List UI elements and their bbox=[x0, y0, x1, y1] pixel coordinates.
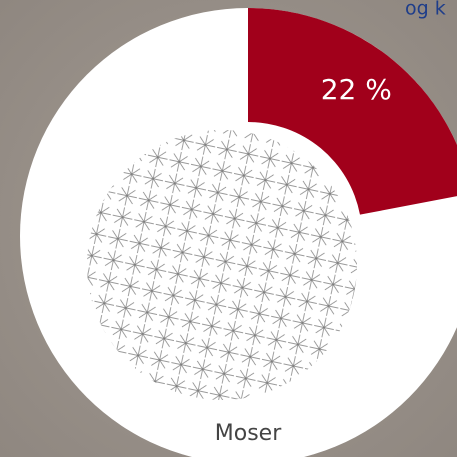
header-fragment: og k bbox=[405, 0, 446, 20]
chart: og k 22 % Moser bbox=[0, 0, 457, 457]
value-label: 22 % bbox=[321, 73, 392, 106]
page: og k 22 % Moser (() => { const data = JS… bbox=[0, 0, 457, 457]
category-label: Moser bbox=[215, 421, 282, 446]
moss-illustration bbox=[87, 130, 357, 400]
